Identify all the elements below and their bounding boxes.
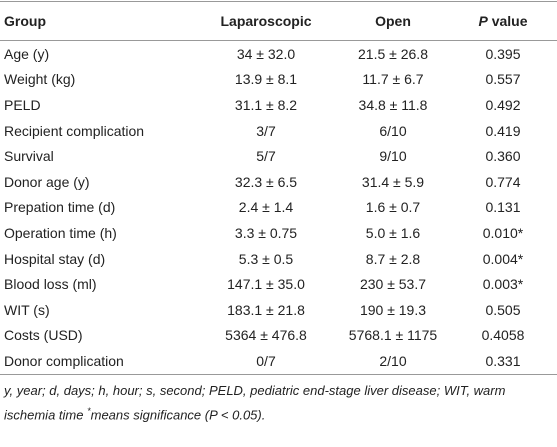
- data-table: Group Laparoscopic Open P value Age (y) 3…: [0, 1, 557, 375]
- table-cell: 1.6 ± 0.7: [365, 199, 421, 216]
- table-row: Donor complication 0/7 2/10 0.331: [0, 348, 557, 374]
- table-cell: Donor complication: [4, 352, 124, 369]
- table-cell: 32.3 ± 6.5: [234, 173, 298, 190]
- table-row: Weight (kg) 13.9 ± 8.1 11.7 ± 6.7 0.557: [0, 67, 557, 93]
- header-italic: P: [478, 13, 488, 29]
- table-cell: 0.774: [485, 173, 521, 190]
- page: Group Laparoscopic Open P value Age (y) 3…: [0, 1, 557, 425]
- table-row: PELD 31.1 ± 8.2 34.8 ± 11.8 0.492: [0, 92, 557, 118]
- table-cell: 230 ± 53.7: [359, 276, 427, 293]
- table-cell: Costs (USD): [4, 327, 83, 344]
- table-cell: WIT (s): [4, 301, 50, 318]
- table-cell: 0.010*: [482, 224, 524, 241]
- table-cell: PELD: [4, 96, 41, 113]
- table-cell: 0.131: [485, 199, 521, 216]
- table-cell: 5.3 ± 0.5: [238, 250, 294, 267]
- table-cell: 5.0 ± 1.6: [365, 224, 421, 241]
- table-cell: 2.4 ± 1.4: [238, 199, 294, 216]
- table-cell: 3/7: [256, 122, 276, 139]
- table-row: Operation time (h) 3.3 ± 0.75 5.0 ± 1.6 0.0…: [0, 220, 557, 246]
- table-cell: 0.331: [485, 352, 521, 369]
- table-cell: 0.360: [485, 148, 521, 165]
- header-row: Group Laparoscopic Open P value: [0, 1, 557, 41]
- table-cell: 147.1 ± 35.0: [227, 276, 305, 293]
- table-cell: 31.1 ± 8.2: [234, 96, 298, 113]
- table-cell: Recipient complication: [4, 122, 145, 139]
- table-cell: 8.7 ± 2.8: [365, 250, 421, 267]
- table-row: Prepation time (d) 2.4 ± 1.4 1.6 ± 0.7 0.13…: [0, 195, 557, 221]
- table-cell: 0.492: [485, 96, 521, 113]
- table-row: Blood loss (ml) 147.1 ± 35.0 230 ± 53.7 0.0…: [0, 271, 557, 297]
- table-cell: 0.004*: [482, 250, 524, 267]
- table-cell: 0.557: [485, 71, 521, 88]
- table-row: Hospital stay (d) 5.3 ± 0.5 8.7 ± 2.8 0.004…: [0, 246, 557, 272]
- table-row: Age (y) 34 ± 32.0 21.5 ± 26.8 0.395: [0, 41, 557, 67]
- table-cell: Age (y): [4, 45, 50, 62]
- header-cell: Group: [0, 1, 195, 41]
- table-row: Donor age (y) 32.3 ± 6.5 31.4 ± 5.9 0.774: [0, 169, 557, 195]
- table-cell: Donor age (y): [4, 173, 90, 190]
- table-cell: 3.3 ± 0.75: [234, 224, 298, 241]
- table-cell: 5768.1 ± 1175: [348, 327, 438, 344]
- table-cell: 21.5 ± 26.8: [358, 45, 428, 62]
- table-cell: 34 ± 32.0: [236, 45, 296, 62]
- header-cell: Laparoscopic: [195, 1, 337, 41]
- header-cell: Open: [337, 1, 449, 41]
- footnote: y, year; d, days; h, hour; s, second; PE…: [0, 375, 557, 425]
- table-cell: 0.003*: [482, 276, 524, 293]
- header-text: value: [491, 13, 528, 29]
- footnote-text: y, year; d, days; h, hour; s, second; PE…: [4, 382, 506, 423]
- table-body: Age (y) 34 ± 32.0 21.5 ± 26.8 0.395 Weight (…: [0, 41, 557, 375]
- table-cell: 5364 ± 476.8: [225, 327, 307, 344]
- table-cell: Blood loss (ml): [4, 276, 97, 293]
- table-cell: 183.1 ± 21.8: [227, 301, 305, 318]
- header-cell: P value: [449, 1, 557, 41]
- table-cell: 190 ± 19.3: [359, 301, 427, 318]
- table-cell: 0.505: [485, 301, 521, 318]
- table-cell: Survival: [4, 148, 54, 165]
- table-cell: 5/7: [256, 148, 276, 165]
- table-row: Survival 5/7 9/10 0.360: [0, 143, 557, 169]
- table-cell: 9/10: [379, 148, 407, 165]
- footnote-text: means significance (P < 0.05).: [90, 407, 266, 423]
- table-row: Costs (USD) 5364 ± 476.8 5768.1 ± 1175 0.40…: [0, 323, 557, 349]
- table-cell: 31.4 ± 5.9: [361, 173, 425, 190]
- footnote-mark: *: [87, 405, 91, 416]
- table-cell: Prepation time (d): [4, 199, 116, 216]
- table-cell: 11.7 ± 6.7: [362, 71, 424, 88]
- table-cell: 2/10: [379, 352, 407, 369]
- table-cell: Operation time (h): [4, 224, 117, 241]
- table-row: WIT (s) 183.1 ± 21.8 190 ± 19.3 0.505: [0, 297, 557, 323]
- table-cell: 13.9 ± 8.1: [234, 71, 298, 88]
- table-cell: 0.4058: [481, 327, 525, 344]
- table-cell: 0/7: [256, 352, 276, 369]
- table-cell: 6/10: [379, 122, 407, 139]
- table-cell: 0.419: [485, 122, 521, 139]
- table-row: Recipient complication 3/7 6/10 0.419: [0, 118, 557, 144]
- table-cell: 0.395: [485, 45, 521, 62]
- table-cell: Hospital stay (d): [4, 250, 106, 267]
- table-cell: 34.8 ± 11.8: [358, 96, 428, 113]
- table-cell: Weight (kg): [4, 71, 76, 88]
